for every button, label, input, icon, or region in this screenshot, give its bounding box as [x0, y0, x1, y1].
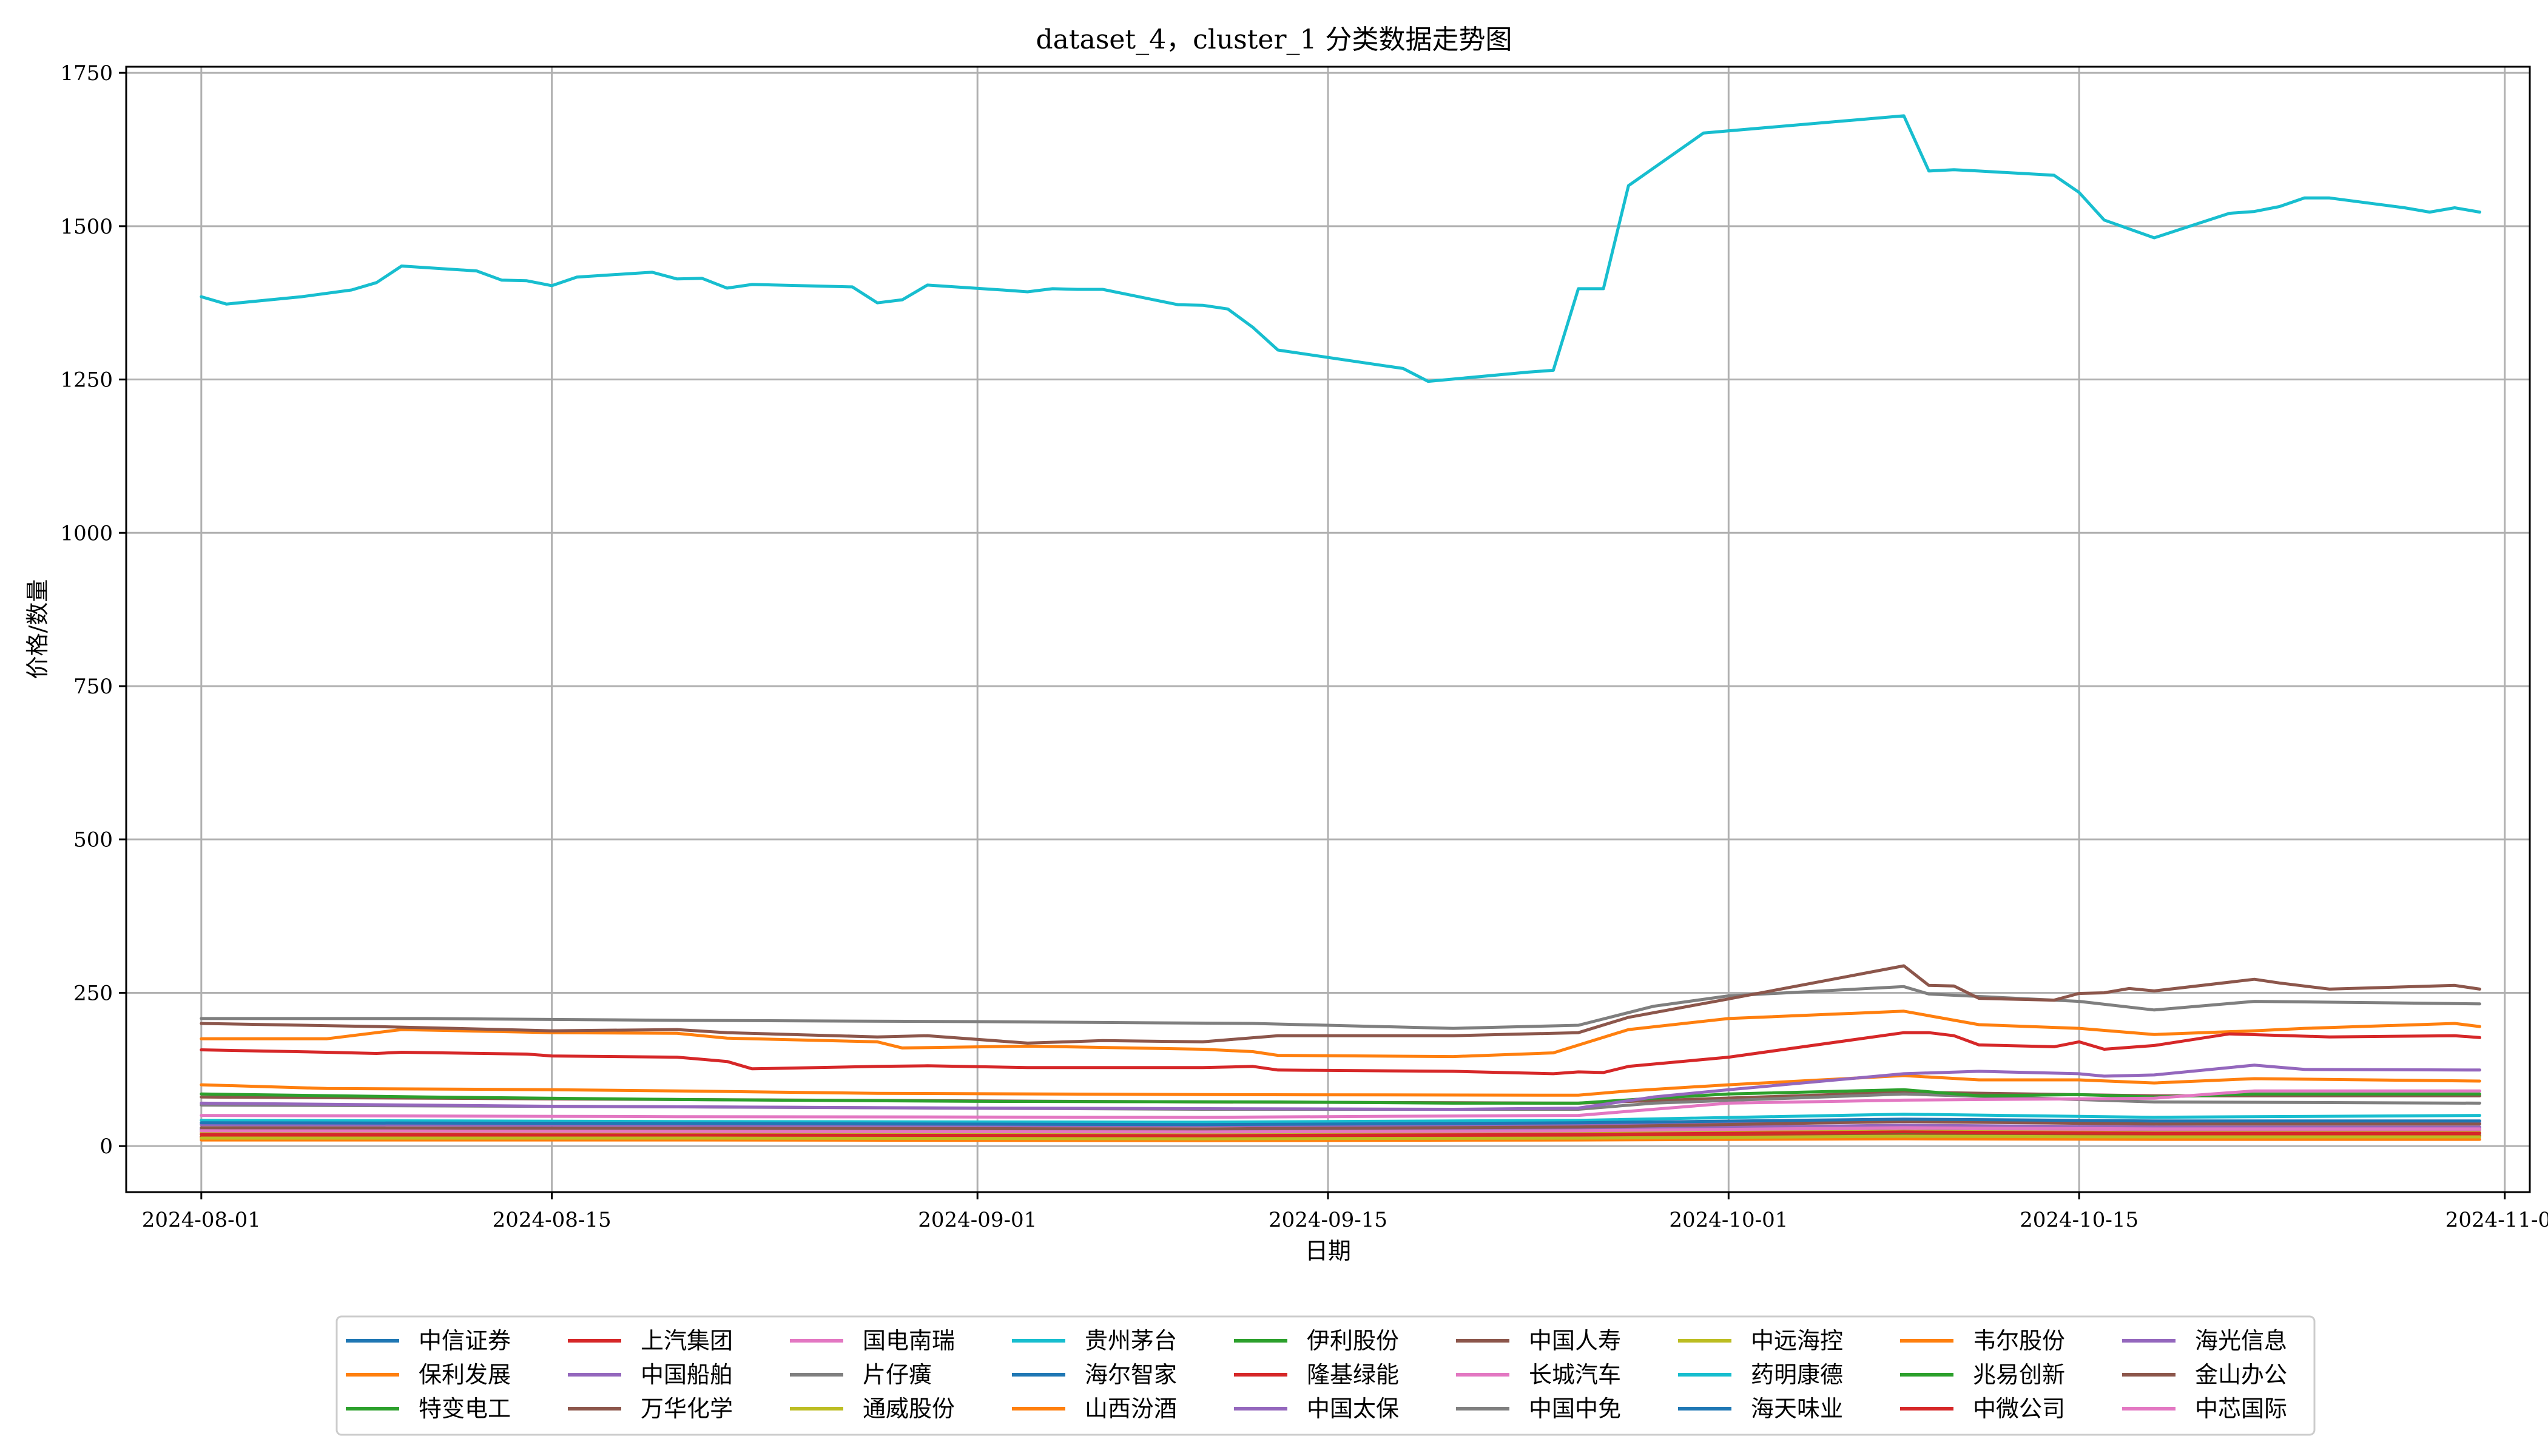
y-tick-label: 1750	[60, 61, 113, 86]
legend-label: 金山办公	[2195, 1361, 2287, 1388]
legend-label: 保利发展	[419, 1361, 511, 1388]
legend-label: 片仔癀	[863, 1361, 932, 1388]
legend-label: 贵州茅台	[1085, 1327, 1177, 1354]
legend-label: 国电南瑞	[863, 1327, 955, 1354]
y-tick-label: 500	[73, 828, 113, 852]
y-tick-label: 250	[73, 981, 113, 1005]
legend-label: 中国中免	[1529, 1395, 1621, 1422]
legend-label: 中信证券	[419, 1327, 511, 1354]
legend-label: 海光信息	[2195, 1327, 2287, 1354]
legend-label: 万华化学	[641, 1395, 733, 1422]
x-tick-label: 2024-09-01	[918, 1208, 1037, 1232]
legend-label: 通威股份	[863, 1395, 955, 1422]
legend-label: 韦尔股份	[1973, 1327, 2065, 1354]
legend-label: 伊利股份	[1307, 1327, 1399, 1354]
legend-label: 中国人寿	[1529, 1327, 1621, 1354]
y-axis-title: 价格/数量	[24, 579, 51, 679]
y-tick-label: 1000	[60, 521, 113, 545]
legend-label: 中微公司	[1973, 1395, 2065, 1422]
chart-title: dataset_4，cluster_1 分类数据走势图	[1036, 24, 1512, 55]
y-tick-label: 750	[73, 675, 113, 699]
legend-label: 中国船舶	[641, 1361, 733, 1388]
legend-label: 中远海控	[1751, 1327, 1843, 1354]
legend-label: 兆易创新	[1973, 1361, 2065, 1388]
x-axis-title: 日期	[1305, 1238, 1351, 1264]
y-tick-label: 1500	[60, 215, 113, 239]
x-tick-label: 2024-08-01	[142, 1208, 261, 1232]
legend-label: 山西汾酒	[1085, 1395, 1177, 1422]
x-tick-label: 2024-11-01	[2445, 1208, 2548, 1232]
legend-label: 隆基绿能	[1307, 1361, 1399, 1388]
x-tick-label: 2024-08-15	[493, 1208, 612, 1232]
legend-label: 海天味业	[1751, 1395, 1843, 1422]
y-tick-label: 1250	[60, 368, 113, 393]
legend-label: 海尔智家	[1085, 1361, 1177, 1388]
legend-label: 药明康德	[1751, 1361, 1843, 1388]
legend-label: 上汽集团	[641, 1327, 733, 1354]
x-tick-label: 2024-10-01	[1669, 1208, 1788, 1232]
x-tick-label: 2024-10-15	[2020, 1208, 2138, 1232]
legend-label: 中国太保	[1307, 1395, 1399, 1422]
legend: 中信证券保利发展特变电工上汽集团中国船舶万华化学国电南瑞片仔癀通威股份贵州茅台海…	[337, 1316, 2314, 1435]
legend-label: 特变电工	[419, 1395, 511, 1422]
y-tick-label: 0	[99, 1134, 113, 1159]
legend-label: 长城汽车	[1529, 1361, 1621, 1388]
legend-label: 中芯国际	[2195, 1395, 2287, 1422]
x-tick-label: 2024-09-15	[1269, 1208, 1387, 1232]
